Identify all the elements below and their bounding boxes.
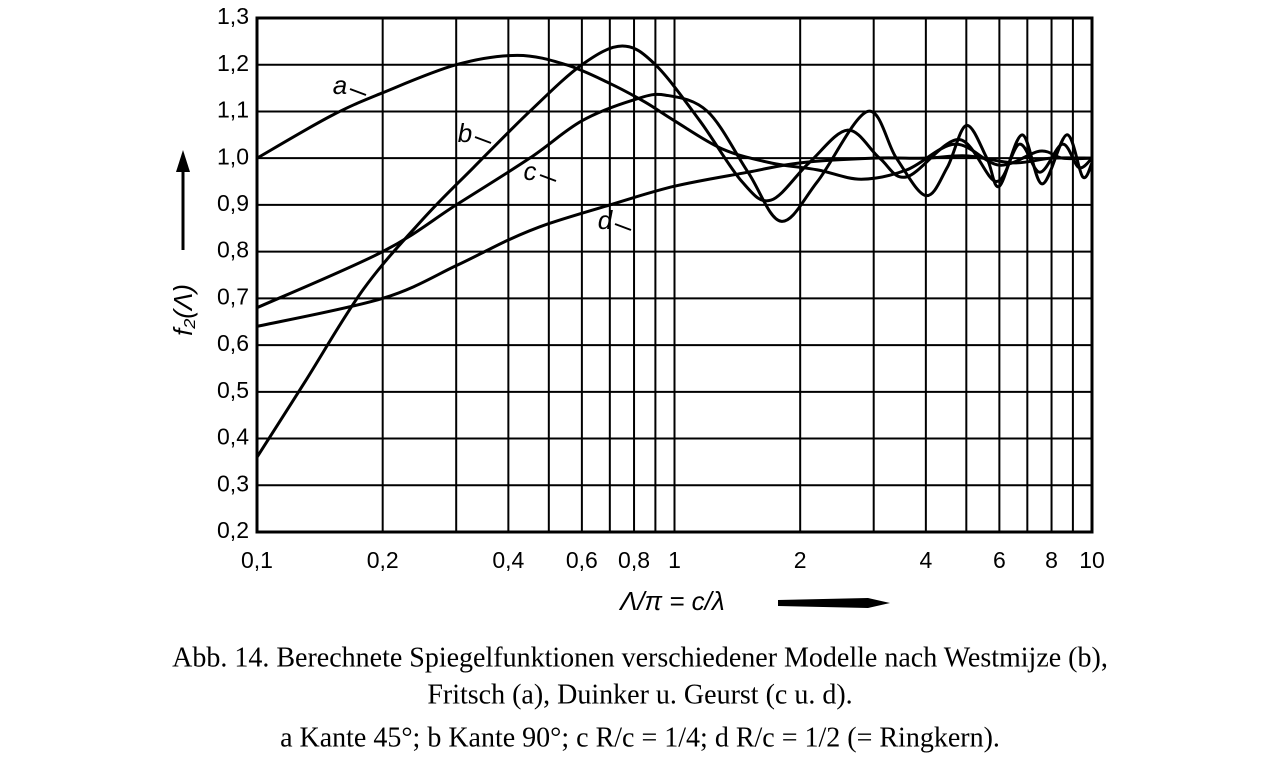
caption-line: a Kante 45°; b Kante 90°; c R/c = 1/4; d… bbox=[280, 722, 1000, 753]
curve-label: b bbox=[458, 118, 472, 148]
x-tick-label: 0,4 bbox=[492, 547, 524, 573]
x-tick-label: 1 bbox=[668, 547, 681, 573]
x-tick-label: 0,6 bbox=[566, 547, 598, 573]
caption-line: Abb. 14. Berechnete Spiegelfunktionen ve… bbox=[172, 642, 1108, 673]
y-tick-label: 0,7 bbox=[217, 283, 249, 309]
curve-label-leader bbox=[539, 174, 557, 182]
y-tick-label: 1,1 bbox=[217, 97, 249, 123]
y-tick-label: 0,3 bbox=[217, 470, 249, 496]
x-tick-label: 0,1 bbox=[241, 547, 273, 573]
y-tick-label: 0,5 bbox=[217, 377, 249, 403]
y-axis-label: f₂(Λ) bbox=[168, 284, 198, 336]
x-tick-label: 8 bbox=[1045, 547, 1058, 573]
y-tick-label: 0,6 bbox=[217, 330, 249, 356]
y-tick-label: 0,8 bbox=[217, 237, 249, 263]
curve-label-leader bbox=[349, 88, 367, 96]
x-axis-arrow bbox=[778, 598, 890, 608]
x-tick-label: 10 bbox=[1079, 547, 1105, 573]
y-tick-label: 0,2 bbox=[217, 517, 249, 543]
curve-label: d bbox=[598, 205, 614, 235]
curve-label-leader bbox=[614, 223, 632, 231]
y-tick-label: 1,0 bbox=[217, 143, 249, 169]
x-axis-label: Λ/π = c/λ bbox=[618, 586, 725, 616]
x-tick-label: 6 bbox=[993, 547, 1006, 573]
x-tick-label: 4 bbox=[919, 547, 932, 573]
plot-frame bbox=[255, 16, 1094, 534]
y-tick-label: 0,9 bbox=[217, 190, 249, 216]
y-axis-arrow-head bbox=[176, 150, 190, 172]
caption-line: Fritsch (a), Duinker u. Geurst (c u. d). bbox=[427, 679, 852, 710]
curve bbox=[256, 92, 1094, 310]
x-tick-label: 0,8 bbox=[618, 547, 650, 573]
y-tick-label: 1,2 bbox=[217, 50, 249, 76]
y-tick-label: 1,3 bbox=[217, 3, 249, 29]
curve-label-leader bbox=[474, 136, 492, 144]
x-tick-label: 2 bbox=[794, 547, 807, 573]
curve-label: c bbox=[524, 156, 537, 186]
y-tick-label: 0,4 bbox=[217, 424, 249, 450]
curve bbox=[256, 154, 1093, 328]
curve-label: a bbox=[333, 70, 347, 100]
curve bbox=[255, 44, 1094, 459]
x-tick-label: 0,2 bbox=[367, 547, 399, 573]
